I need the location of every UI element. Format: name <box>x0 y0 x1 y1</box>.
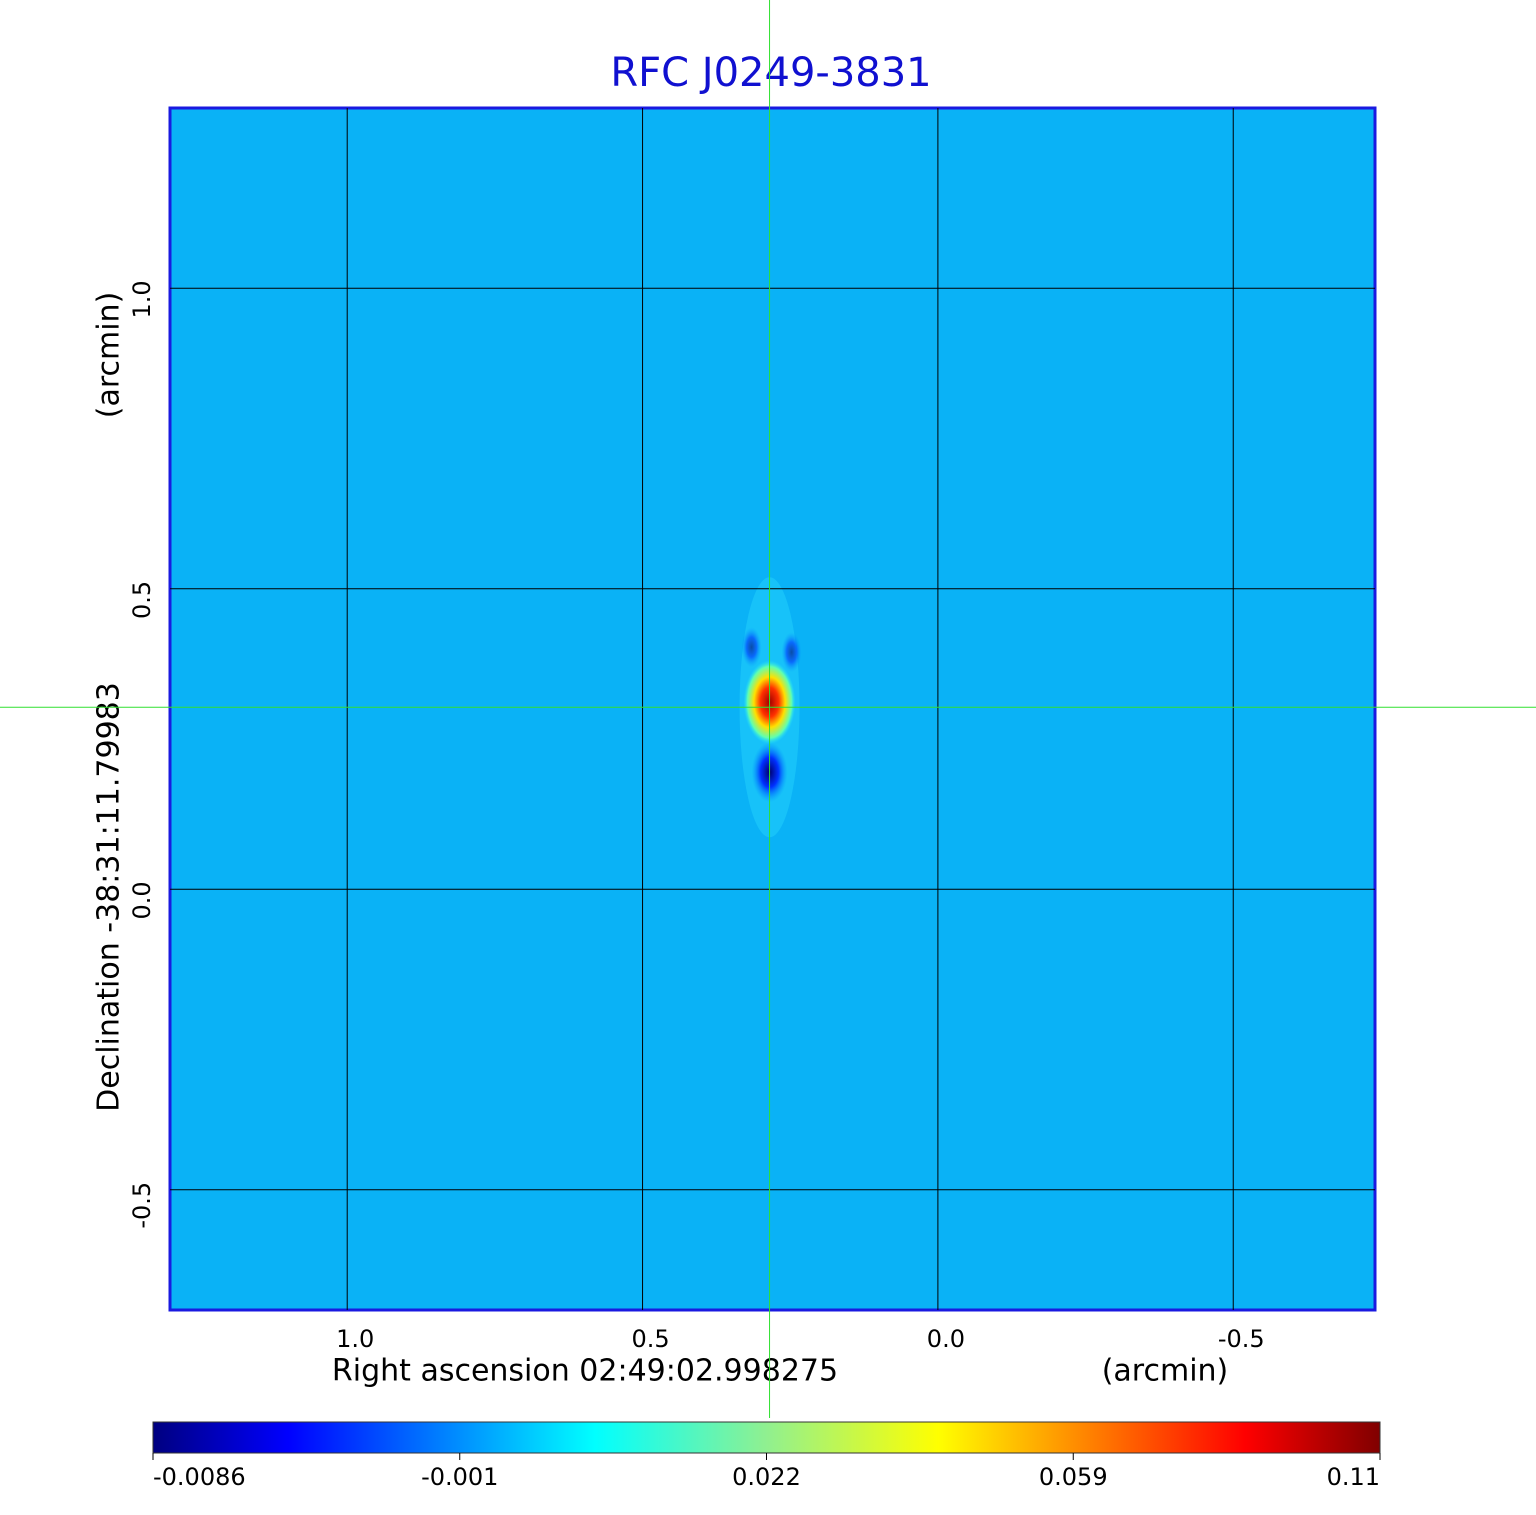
source-negative <box>741 627 762 668</box>
y-axis-unit: (arcmin) <box>92 292 127 419</box>
colorbar <box>152 1421 1381 1454</box>
y-tick-label: 0.0 <box>128 881 156 919</box>
colorbar-tick-label: 0.022 <box>732 1463 801 1491</box>
chart-title: RFC J0249-3831 <box>610 50 931 96</box>
colorbar-tick-label: 0.11 <box>1327 1463 1380 1491</box>
y-axis-label: Declination -38:31:11.79983 <box>92 682 127 1112</box>
x-tick-label: 0.5 <box>631 1325 669 1353</box>
x-tick-label: 0.0 <box>927 1325 965 1353</box>
colorbar-tick-label: 0.059 <box>1039 1463 1108 1491</box>
colorbar-tick-label: -0.0086 <box>153 1463 246 1491</box>
source-negative <box>781 632 802 673</box>
x-tick-label: -0.5 <box>1218 1325 1265 1353</box>
x-axis-label: Right ascension 02:49:02.998275 <box>332 1354 838 1389</box>
x-tick-label: 1.0 <box>336 1325 374 1353</box>
x-axis-unit: (arcmin) <box>1102 1354 1229 1389</box>
colorbar-tick-label: -0.001 <box>421 1463 498 1491</box>
y-tick-label: 1.0 <box>128 280 156 318</box>
y-tick-label: 0.5 <box>128 581 156 619</box>
y-tick-label: -0.5 <box>128 1182 156 1229</box>
